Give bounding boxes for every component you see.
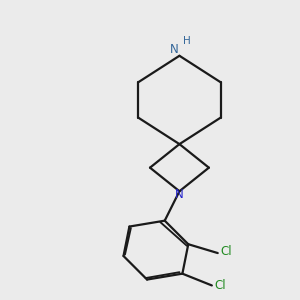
Text: H: H: [183, 36, 191, 46]
Text: N: N: [175, 188, 184, 201]
Text: N: N: [170, 44, 178, 56]
Text: Cl: Cl: [220, 245, 232, 258]
Text: Cl: Cl: [214, 279, 226, 292]
